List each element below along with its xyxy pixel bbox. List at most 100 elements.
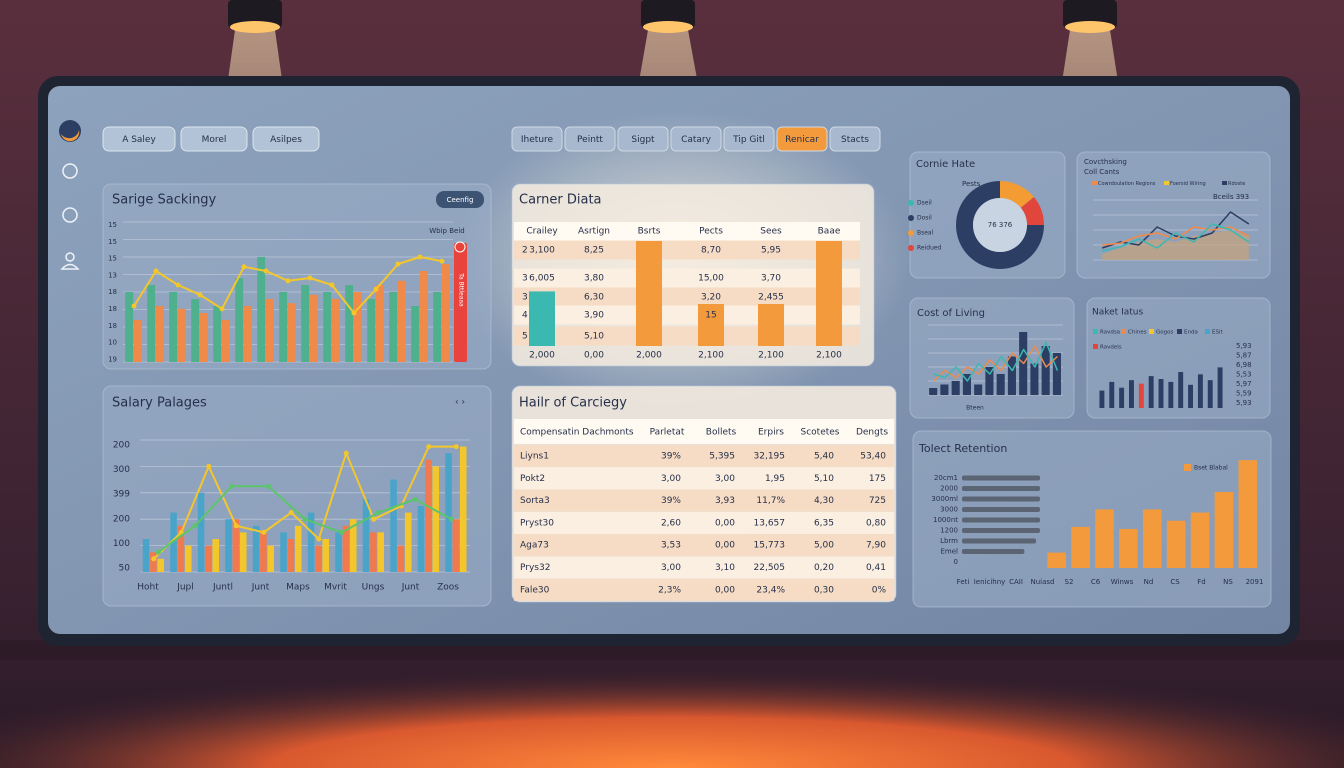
bar — [315, 545, 322, 572]
bar — [191, 299, 200, 362]
footer-cell: 0,00 — [584, 351, 604, 361]
bar — [279, 292, 288, 362]
tab[interactable] — [617, 126, 669, 152]
line-point — [329, 282, 335, 288]
table-row — [514, 305, 860, 325]
cell: 32,195 — [754, 452, 786, 462]
cell: 0,80 — [866, 518, 886, 528]
tab[interactable] — [511, 126, 563, 152]
x-label: Junt — [401, 583, 420, 593]
button[interactable] — [436, 191, 484, 208]
tab[interactable] — [180, 126, 248, 152]
highlight-dot — [454, 241, 466, 253]
legend-dot — [908, 245, 914, 251]
cell: 3,10 — [715, 563, 735, 573]
bar — [200, 313, 208, 362]
tab-label: Sigpt — [631, 135, 655, 145]
bar — [929, 388, 938, 395]
x-label: S2 — [1065, 578, 1074, 586]
line-point — [155, 549, 161, 555]
tab[interactable] — [252, 126, 320, 152]
line-point — [265, 483, 271, 489]
bar — [212, 539, 220, 572]
panel-title: Covcthsking — [1084, 158, 1127, 166]
h-label: 20cm1 — [934, 474, 958, 482]
x-label: Maps — [286, 583, 310, 593]
cell: 2,60 — [661, 518, 681, 528]
legend-label: Gogos — [1156, 330, 1173, 336]
bar — [349, 519, 357, 572]
bar — [323, 292, 332, 362]
y-label: 100 — [113, 539, 130, 549]
cell: 13,657 — [754, 518, 786, 528]
line — [153, 445, 457, 560]
y-label: 13 — [108, 271, 117, 279]
tab[interactable] — [829, 126, 881, 152]
line-point — [453, 444, 459, 450]
x-label: Ungs — [362, 583, 385, 593]
cell: 0,00 — [715, 518, 735, 528]
row-label: 3 — [522, 293, 528, 303]
axis-label: 5,93 — [1236, 399, 1252, 407]
cell: 53,40 — [860, 452, 886, 462]
line — [1101, 211, 1250, 249]
x-label: 2091 — [1246, 578, 1264, 586]
donut-hole — [973, 198, 1027, 252]
line-point — [285, 278, 291, 284]
panel-title: Carner Diata — [519, 193, 602, 208]
line-point — [263, 268, 269, 274]
bar — [322, 539, 330, 572]
bar — [1071, 526, 1090, 568]
user-icon[interactable] — [65, 252, 75, 262]
legend-label: Dosil — [917, 215, 932, 222]
bar — [257, 257, 266, 362]
table-row — [514, 268, 860, 288]
column-header: Pects — [699, 227, 723, 237]
x-label: Fd — [1197, 578, 1205, 586]
tab[interactable] — [670, 126, 722, 152]
panel-title: Coll Cants — [1084, 168, 1120, 176]
bar — [1007, 356, 1016, 395]
y-label: 15 — [108, 238, 117, 246]
bar — [332, 299, 340, 362]
cell: Sorta3 — [520, 496, 550, 506]
y-label: 10 — [108, 339, 117, 347]
bar — [1047, 552, 1067, 568]
tab[interactable] — [723, 126, 775, 152]
h-label: 3000 — [940, 506, 958, 514]
line-point — [241, 264, 247, 270]
axis-label: 5,59 — [1236, 390, 1252, 398]
bar — [310, 294, 318, 362]
cell: 3,90 — [584, 311, 604, 321]
cell: 2,455 — [758, 293, 784, 303]
bar — [370, 532, 377, 572]
bar — [1214, 491, 1234, 568]
column-header: Asrtign — [578, 227, 610, 237]
bar — [150, 552, 157, 572]
bar — [397, 545, 405, 572]
table-header — [514, 222, 860, 241]
panel-title: Hailr of Carciegy — [519, 396, 627, 411]
legend-label: Dseil — [917, 200, 932, 207]
cell: 6,35 — [814, 518, 834, 528]
column-header: Dengts — [856, 428, 888, 438]
legend-swatch — [1205, 329, 1210, 334]
bar — [445, 453, 452, 572]
cell: 5,00 — [814, 541, 834, 551]
column-header: Parletat — [650, 428, 685, 438]
bar — [433, 292, 442, 362]
bar — [354, 292, 362, 362]
settings-icon[interactable] — [62, 207, 78, 223]
line-point — [316, 536, 322, 542]
tab[interactable] — [102, 126, 176, 152]
tab[interactable] — [564, 126, 616, 152]
bar — [940, 384, 949, 395]
bar — [156, 306, 164, 362]
clock-icon[interactable] — [62, 163, 78, 179]
bar — [157, 558, 165, 572]
axis-label: 5,97 — [1236, 380, 1252, 388]
tab[interactable] — [776, 126, 828, 152]
panel-title: Sarige Sackingy — [112, 193, 217, 208]
cell: 39% — [661, 496, 681, 506]
sidebar — [59, 120, 81, 270]
